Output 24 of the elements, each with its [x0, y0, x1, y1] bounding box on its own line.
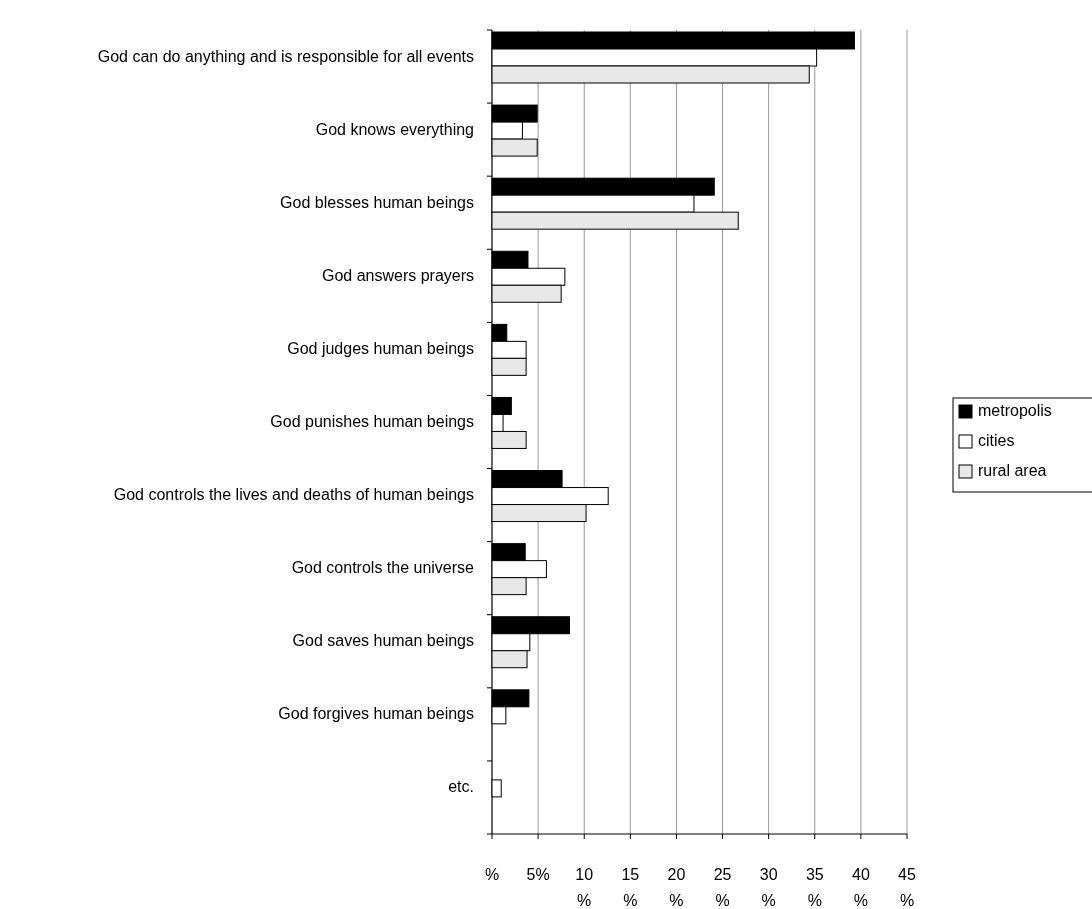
y-tick-label: God judges human beings — [287, 340, 474, 358]
x-tick-label: 25 % — [713, 866, 732, 909]
y-tick-label: God controls the universe — [291, 559, 475, 577]
x-tick-label: 10 % — [575, 866, 594, 909]
x-tick-label: 15 % — [621, 866, 640, 909]
y-tick-label: God answers prayers — [321, 266, 474, 285]
y-tick-label: God blesses human beings — [280, 193, 474, 211]
x-tick-label: 45 % — [898, 866, 916, 909]
legend-label: metropolis — [978, 402, 1052, 420]
x-tick-label: % — [484, 866, 500, 883]
y-tick-label: God controls the lives and deaths of human beings — [113, 486, 474, 504]
x-tick-label: 20 % — [667, 866, 686, 909]
legend-label: cities — [978, 432, 1015, 450]
y-tick-label: God can do anything and is responsible for all events — [97, 47, 474, 65]
y-tick-label: God knows everything — [315, 120, 474, 138]
y-tick-label: God saves human beings — [292, 632, 474, 650]
y-tick-label: God forgives human beings — [278, 705, 474, 723]
x-tick-label: 40 % — [851, 866, 870, 909]
x-tick-label: 30 % — [759, 866, 778, 909]
y-tick-label: God punishes human beings — [270, 413, 474, 431]
y-tick-label: etc. — [448, 778, 474, 796]
text: 5% — [526, 866, 550, 883]
x-tick-label: 35 % — [805, 866, 824, 909]
legend-label: rural area — [978, 462, 1047, 480]
